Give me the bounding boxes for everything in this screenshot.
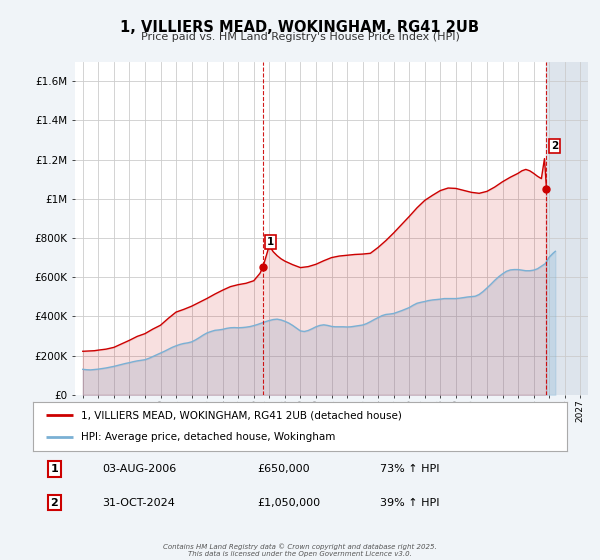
Text: 1: 1 <box>267 237 274 247</box>
Text: 31-OCT-2024: 31-OCT-2024 <box>103 498 175 507</box>
Bar <box>547 62 588 395</box>
Text: 39% ↑ HPI: 39% ↑ HPI <box>380 498 440 507</box>
Text: 1, VILLIERS MEAD, WOKINGHAM, RG41 2UB (detached house): 1, VILLIERS MEAD, WOKINGHAM, RG41 2UB (d… <box>81 410 402 421</box>
Text: Contains HM Land Registry data © Crown copyright and database right 2025.
This d: Contains HM Land Registry data © Crown c… <box>163 543 437 557</box>
Text: 1: 1 <box>50 464 58 474</box>
Text: 1, VILLIERS MEAD, WOKINGHAM, RG41 2UB: 1, VILLIERS MEAD, WOKINGHAM, RG41 2UB <box>121 20 479 35</box>
Text: £650,000: £650,000 <box>257 464 310 474</box>
Text: Price paid vs. HM Land Registry's House Price Index (HPI): Price paid vs. HM Land Registry's House … <box>140 32 460 43</box>
Text: £1,050,000: £1,050,000 <box>257 498 320 507</box>
Text: 2: 2 <box>50 498 58 507</box>
Text: 03-AUG-2006: 03-AUG-2006 <box>103 464 176 474</box>
Text: 73% ↑ HPI: 73% ↑ HPI <box>380 464 440 474</box>
Text: 2: 2 <box>551 141 558 151</box>
Text: HPI: Average price, detached house, Wokingham: HPI: Average price, detached house, Woki… <box>81 432 335 442</box>
